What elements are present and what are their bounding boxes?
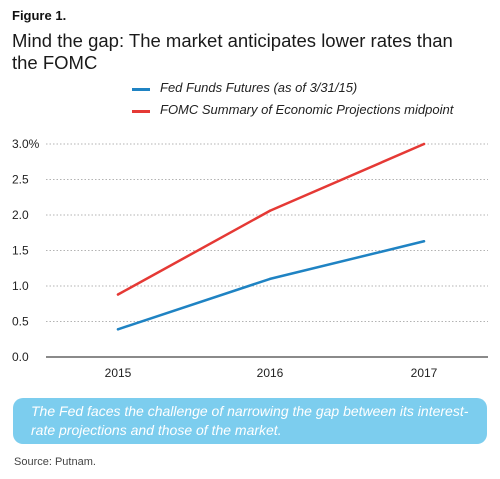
y-tick-label: 0.0 — [12, 350, 29, 364]
source-note: Source: Putnam. — [14, 456, 96, 468]
data-point — [116, 293, 120, 296]
data-point — [268, 209, 272, 212]
series-line-fed-funds-futures — [116, 240, 426, 331]
y-tick-label: 1.0 — [12, 279, 29, 293]
legend-label-fed-funds-futures: Fed Funds Futures (as of 3/31/15) — [160, 80, 358, 95]
x-tick-label: 2017 — [411, 366, 438, 380]
data-point — [422, 142, 426, 146]
y-tick-label: 2.5 — [12, 173, 29, 187]
x-tick-label: 2015 — [105, 366, 132, 380]
y-tick-label: 2.0 — [12, 208, 29, 222]
y-tick-label: 3.0% — [12, 137, 40, 151]
data-point — [116, 328, 120, 331]
legend-swatch-red — [132, 110, 150, 113]
chart-title: Mind the gap: The market anticipates low… — [12, 30, 453, 73]
legend-label-fomc-projections: FOMC Summary of Economic Projections mid… — [160, 102, 454, 117]
x-axis-tick-labels: 2015 2016 2017 — [105, 366, 438, 380]
callout-text: The Fed faces the challenge of narrowing… — [31, 403, 469, 438]
series-line-fomc-projections — [116, 142, 426, 296]
y-axis-tick-labels: 0.0 0.5 1.0 1.5 2.0 2.5 3.0% — [12, 137, 40, 364]
y-tick-label: 0.5 — [12, 315, 29, 329]
gridlines — [46, 143, 488, 358]
data-point — [268, 277, 272, 281]
line-chart: 0.0 0.5 1.0 1.5 2.0 2.5 3.0% 2015 2016 2017 — [12, 137, 488, 380]
legend-swatch-blue — [132, 88, 150, 91]
data-point — [422, 240, 426, 243]
y-tick-label: 1.5 — [12, 244, 29, 258]
callout-box: The Fed faces the challenge of narrowing… — [13, 398, 487, 444]
series-lines — [116, 142, 426, 331]
x-tick-label: 2016 — [257, 366, 284, 380]
figure-label: Figure 1. — [12, 8, 67, 23]
